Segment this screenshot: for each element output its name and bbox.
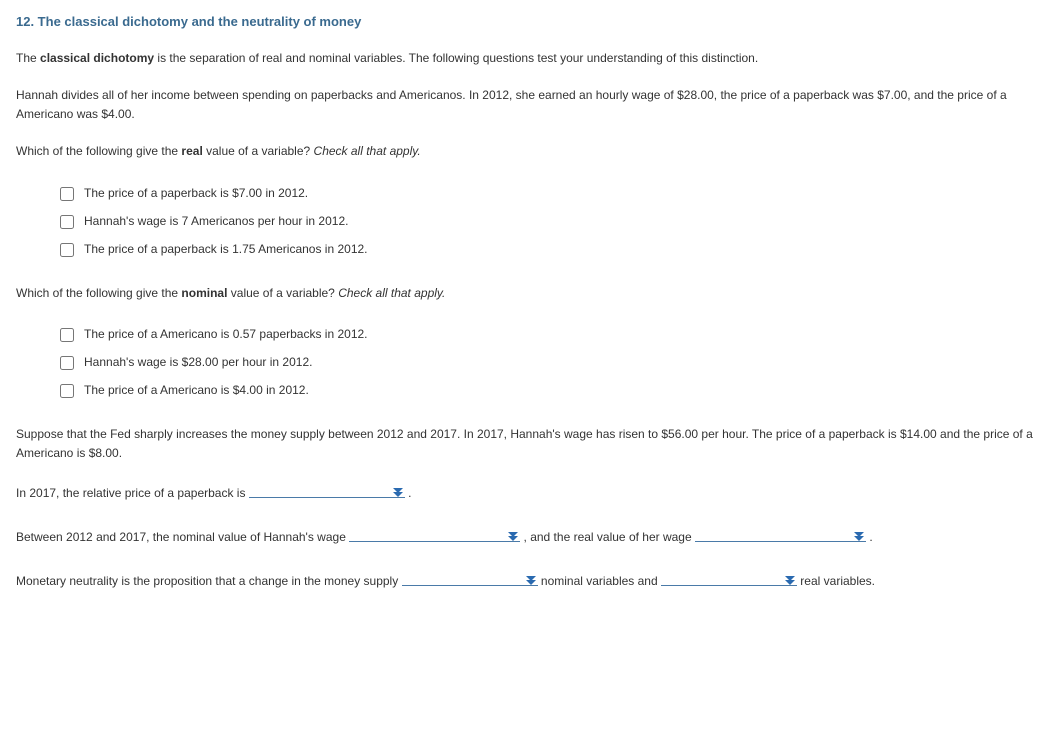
q2-text-c: value of a variable?: [227, 286, 338, 300]
fill1-text-a: In 2017, the relative price of a paperba…: [16, 486, 249, 500]
chevron-down-icon: [393, 487, 403, 497]
fill1-text-b: .: [405, 486, 412, 500]
nominal-option-checkbox-1[interactable]: [60, 356, 74, 370]
fill-blank-1: In 2017, the relative price of a paperba…: [16, 481, 1037, 503]
real-option-checkbox-1[interactable]: [60, 215, 74, 229]
real-option-label-2: The price of a paperback is 1.75 America…: [84, 240, 368, 259]
nominal-option-row: The price of a Americano is $4.00 in 201…: [56, 377, 1037, 405]
fill-blank-3: Monetary neutrality is the proposition t…: [16, 569, 1037, 591]
nominal-option-row: Hannah's wage is $28.00 per hour in 2012…: [56, 349, 1037, 377]
real-option-row: The price of a paperback is $7.00 in 201…: [56, 180, 1037, 208]
nominal-option-checkbox-2[interactable]: [60, 384, 74, 398]
q2-text-a: Which of the following give the: [16, 286, 181, 300]
q2-instruction: Check all that apply.: [338, 286, 445, 300]
intro-paragraph: The classical dichotomy is the separatio…: [16, 49, 1037, 68]
real-checklist: The price of a paperback is $7.00 in 201…: [56, 180, 1037, 264]
question-real-prompt: Which of the following give the real val…: [16, 142, 1037, 161]
fill3-text-a: Monetary neutrality is the proposition t…: [16, 574, 402, 588]
chevron-down-icon: [854, 531, 864, 541]
nominal-option-row: The price of a Americano is 0.57 paperba…: [56, 321, 1037, 349]
fill2-text-b: , and the real value of her wage: [520, 530, 695, 544]
real-option-row: Hannah's wage is 7 Americanos per hour i…: [56, 208, 1037, 236]
chevron-down-icon: [508, 531, 518, 541]
intro-text-a: The: [16, 51, 40, 65]
real-option-checkbox-0[interactable]: [60, 187, 74, 201]
real-wage-dropdown[interactable]: [695, 525, 866, 542]
fill3-text-b: nominal variables and: [538, 574, 661, 588]
real-option-label-0: The price of a paperback is $7.00 in 201…: [84, 184, 308, 203]
real-option-checkbox-2[interactable]: [60, 243, 74, 257]
q1-instruction: Check all that apply.: [314, 144, 421, 158]
nominal-wage-dropdown[interactable]: [349, 525, 520, 542]
chevron-down-icon: [785, 575, 795, 585]
real-option-row: The price of a paperback is 1.75 America…: [56, 236, 1037, 264]
question-nominal-prompt: Which of the following give the nominal …: [16, 284, 1037, 303]
question-heading: 12. The classical dichotomy and the neut…: [16, 12, 1037, 33]
q1-term: real: [181, 144, 202, 158]
q2-term: nominal: [181, 286, 227, 300]
real-option-label-1: Hannah's wage is 7 Americanos per hour i…: [84, 212, 348, 231]
q1-text-a: Which of the following give the: [16, 144, 181, 158]
nominal-checklist: The price of a Americano is 0.57 paperba…: [56, 321, 1037, 405]
fill3-text-c: real variables.: [797, 574, 875, 588]
fill2-text-c: .: [866, 530, 873, 544]
chevron-down-icon: [526, 575, 536, 585]
fill-blank-2: Between 2012 and 2017, the nominal value…: [16, 525, 1037, 547]
relative-price-dropdown[interactable]: [249, 481, 405, 498]
nominal-effect-dropdown[interactable]: [402, 569, 538, 586]
scenario-paragraph: Hannah divides all of her income between…: [16, 86, 1037, 124]
nominal-option-label-2: The price of a Americano is $4.00 in 201…: [84, 381, 309, 400]
nominal-option-checkbox-0[interactable]: [60, 328, 74, 342]
fill2-text-a: Between 2012 and 2017, the nominal value…: [16, 530, 349, 544]
nominal-option-label-1: Hannah's wage is $28.00 per hour in 2012…: [84, 353, 312, 372]
intro-term: classical dichotomy: [40, 51, 154, 65]
q1-text-c: value of a variable?: [203, 144, 314, 158]
nominal-option-label-0: The price of a Americano is 0.57 paperba…: [84, 325, 368, 344]
intro-text-c: is the separation of real and nominal va…: [154, 51, 758, 65]
suppose-paragraph: Suppose that the Fed sharply increases t…: [16, 425, 1037, 463]
real-effect-dropdown[interactable]: [661, 569, 797, 586]
